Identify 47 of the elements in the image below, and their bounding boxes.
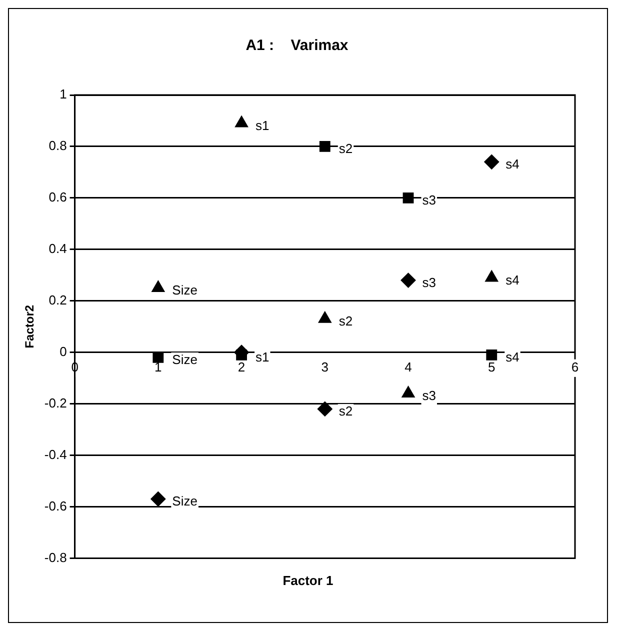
y-tick-label: 1 [60, 86, 67, 102]
annotation: s4 [506, 272, 520, 288]
point [318, 311, 332, 323]
point [485, 270, 498, 282]
point [402, 192, 414, 204]
y-tick-label: -0.2 [44, 395, 67, 410]
point [150, 492, 166, 507]
y-tick-label: 0.6 [48, 190, 67, 205]
point [152, 280, 165, 292]
y-tick-label: 0 [60, 344, 67, 359]
x-tick-label: 3 [321, 360, 329, 375]
x-tick-label: 1 [154, 360, 162, 375]
y-tick-label: 0.2 [48, 292, 67, 308]
chart-title: A1 : Varimax [246, 37, 349, 54]
x-tick-label: 2 [238, 360, 246, 375]
annotation: s2 [338, 404, 353, 419]
annotation: s4 [506, 156, 520, 172]
annotation: s3 [422, 274, 436, 290]
point [317, 401, 332, 416]
point [319, 141, 330, 152]
y-axis-title: Factor2 [22, 304, 37, 348]
x-tick-label: 5 [488, 360, 496, 375]
annotation: s2 [338, 141, 353, 156]
annotation: Size [172, 352, 198, 368]
annotation: s3 [422, 388, 436, 404]
y-tick-label: -0.4 [44, 446, 67, 462]
x-tick-label: 6 [571, 360, 579, 375]
x-tick-label: 4 [404, 360, 412, 375]
annotation: s1 [256, 349, 270, 364]
annotation: s3 [422, 192, 436, 208]
y-tick-label: 0.4 [48, 240, 67, 256]
point [152, 352, 164, 363]
y-tick-label: -0.6 [44, 498, 67, 514]
annotation: s2 [338, 313, 353, 328]
annotation: s4 [506, 349, 520, 364]
annotation: Size [172, 282, 198, 298]
annotation: s1 [256, 118, 270, 133]
x-axis-title: Factor 1 [282, 573, 334, 588]
point [234, 116, 248, 128]
annotation: Size [172, 494, 198, 509]
point [484, 154, 500, 170]
point [400, 272, 416, 288]
point [236, 349, 247, 360]
point [486, 349, 498, 360]
y-tick-label: 0.8 [48, 138, 67, 154]
point [402, 386, 415, 398]
y-tick-label: -0.8 [44, 550, 67, 565]
